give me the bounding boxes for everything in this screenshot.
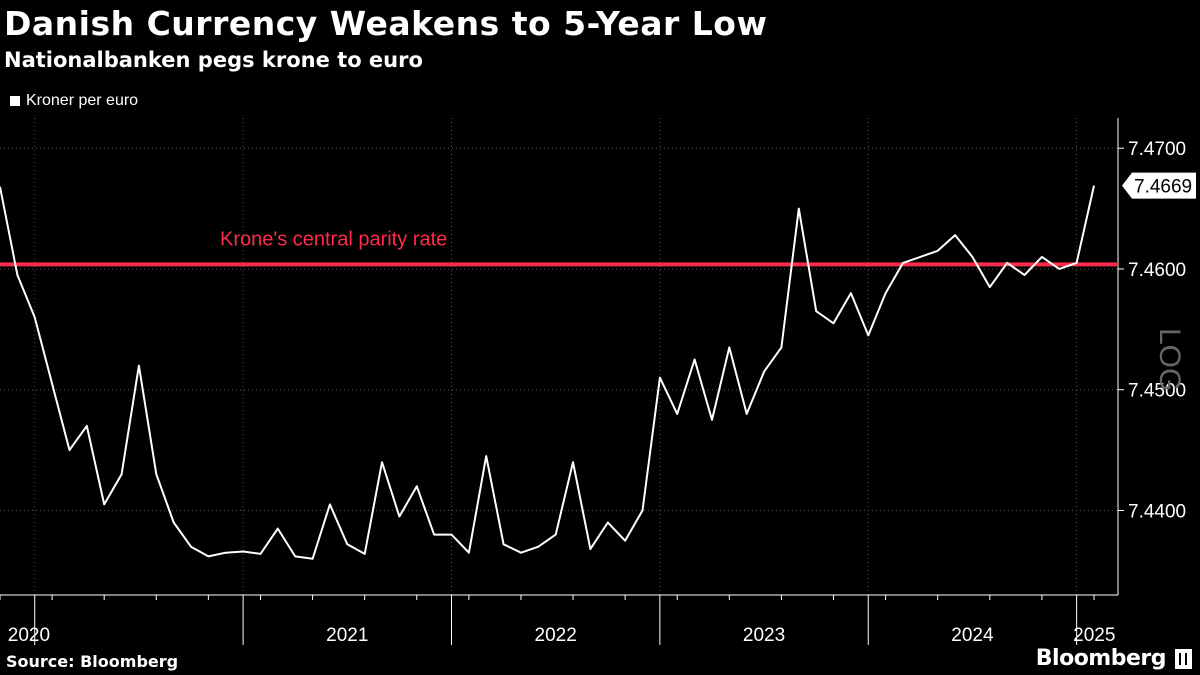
y-tick-label: 7.4500	[1128, 381, 1186, 402]
y-tick-label: 7.4400	[1128, 501, 1186, 522]
brand-logo-text: Bloomberg	[1035, 646, 1167, 671]
x-tick-label: 2022	[535, 625, 577, 646]
brand-logo-icon	[1175, 649, 1192, 669]
log-scale-label: LOG	[1153, 328, 1186, 391]
x-tick-label: 2021	[326, 625, 368, 646]
last-value-callout	[1122, 172, 1196, 199]
legend-label: Kroner per euro	[26, 92, 139, 109]
central-parity-label: Krone's central parity rate	[220, 228, 447, 250]
y-tick-label: 7.4700	[1128, 139, 1186, 160]
x-tick-label: 2020	[8, 625, 50, 646]
y-tick-label: 7.4600	[1128, 260, 1186, 281]
x-tick-label: 2023	[743, 625, 785, 646]
series-line	[0, 185, 1095, 560]
x-tick-label: 2025	[1073, 625, 1115, 646]
chart-title: Danish Currency Weakens to 5-Year Low	[4, 4, 768, 43]
legend-swatch	[10, 96, 20, 106]
last-value-label: 7.4669	[1134, 177, 1192, 198]
chart-subtitle: Nationalbanken pegs krone to euro	[4, 48, 423, 72]
x-tick-label: 2024	[951, 625, 994, 646]
legend: Kroner per euro	[10, 92, 138, 110]
source-note: Source: Bloomberg	[6, 652, 179, 671]
